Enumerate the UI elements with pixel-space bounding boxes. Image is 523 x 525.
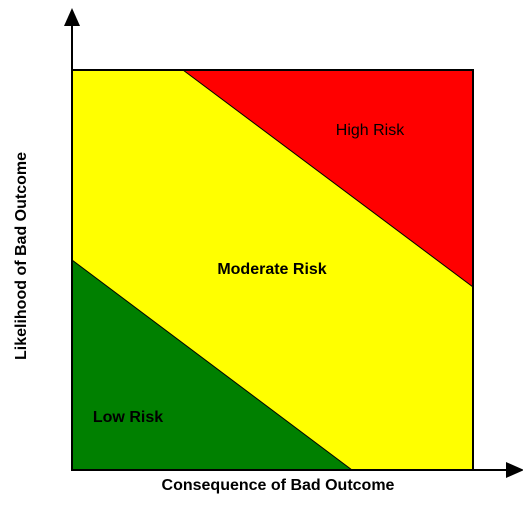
region-label: Low Risk: [93, 409, 163, 426]
region-label: High Risk: [336, 122, 405, 139]
y-axis-label: Likelihood of Bad Outcome: [13, 152, 30, 360]
x-axis-label: Consequence of Bad Outcome: [162, 477, 395, 494]
region-label: Moderate Risk: [217, 261, 326, 278]
